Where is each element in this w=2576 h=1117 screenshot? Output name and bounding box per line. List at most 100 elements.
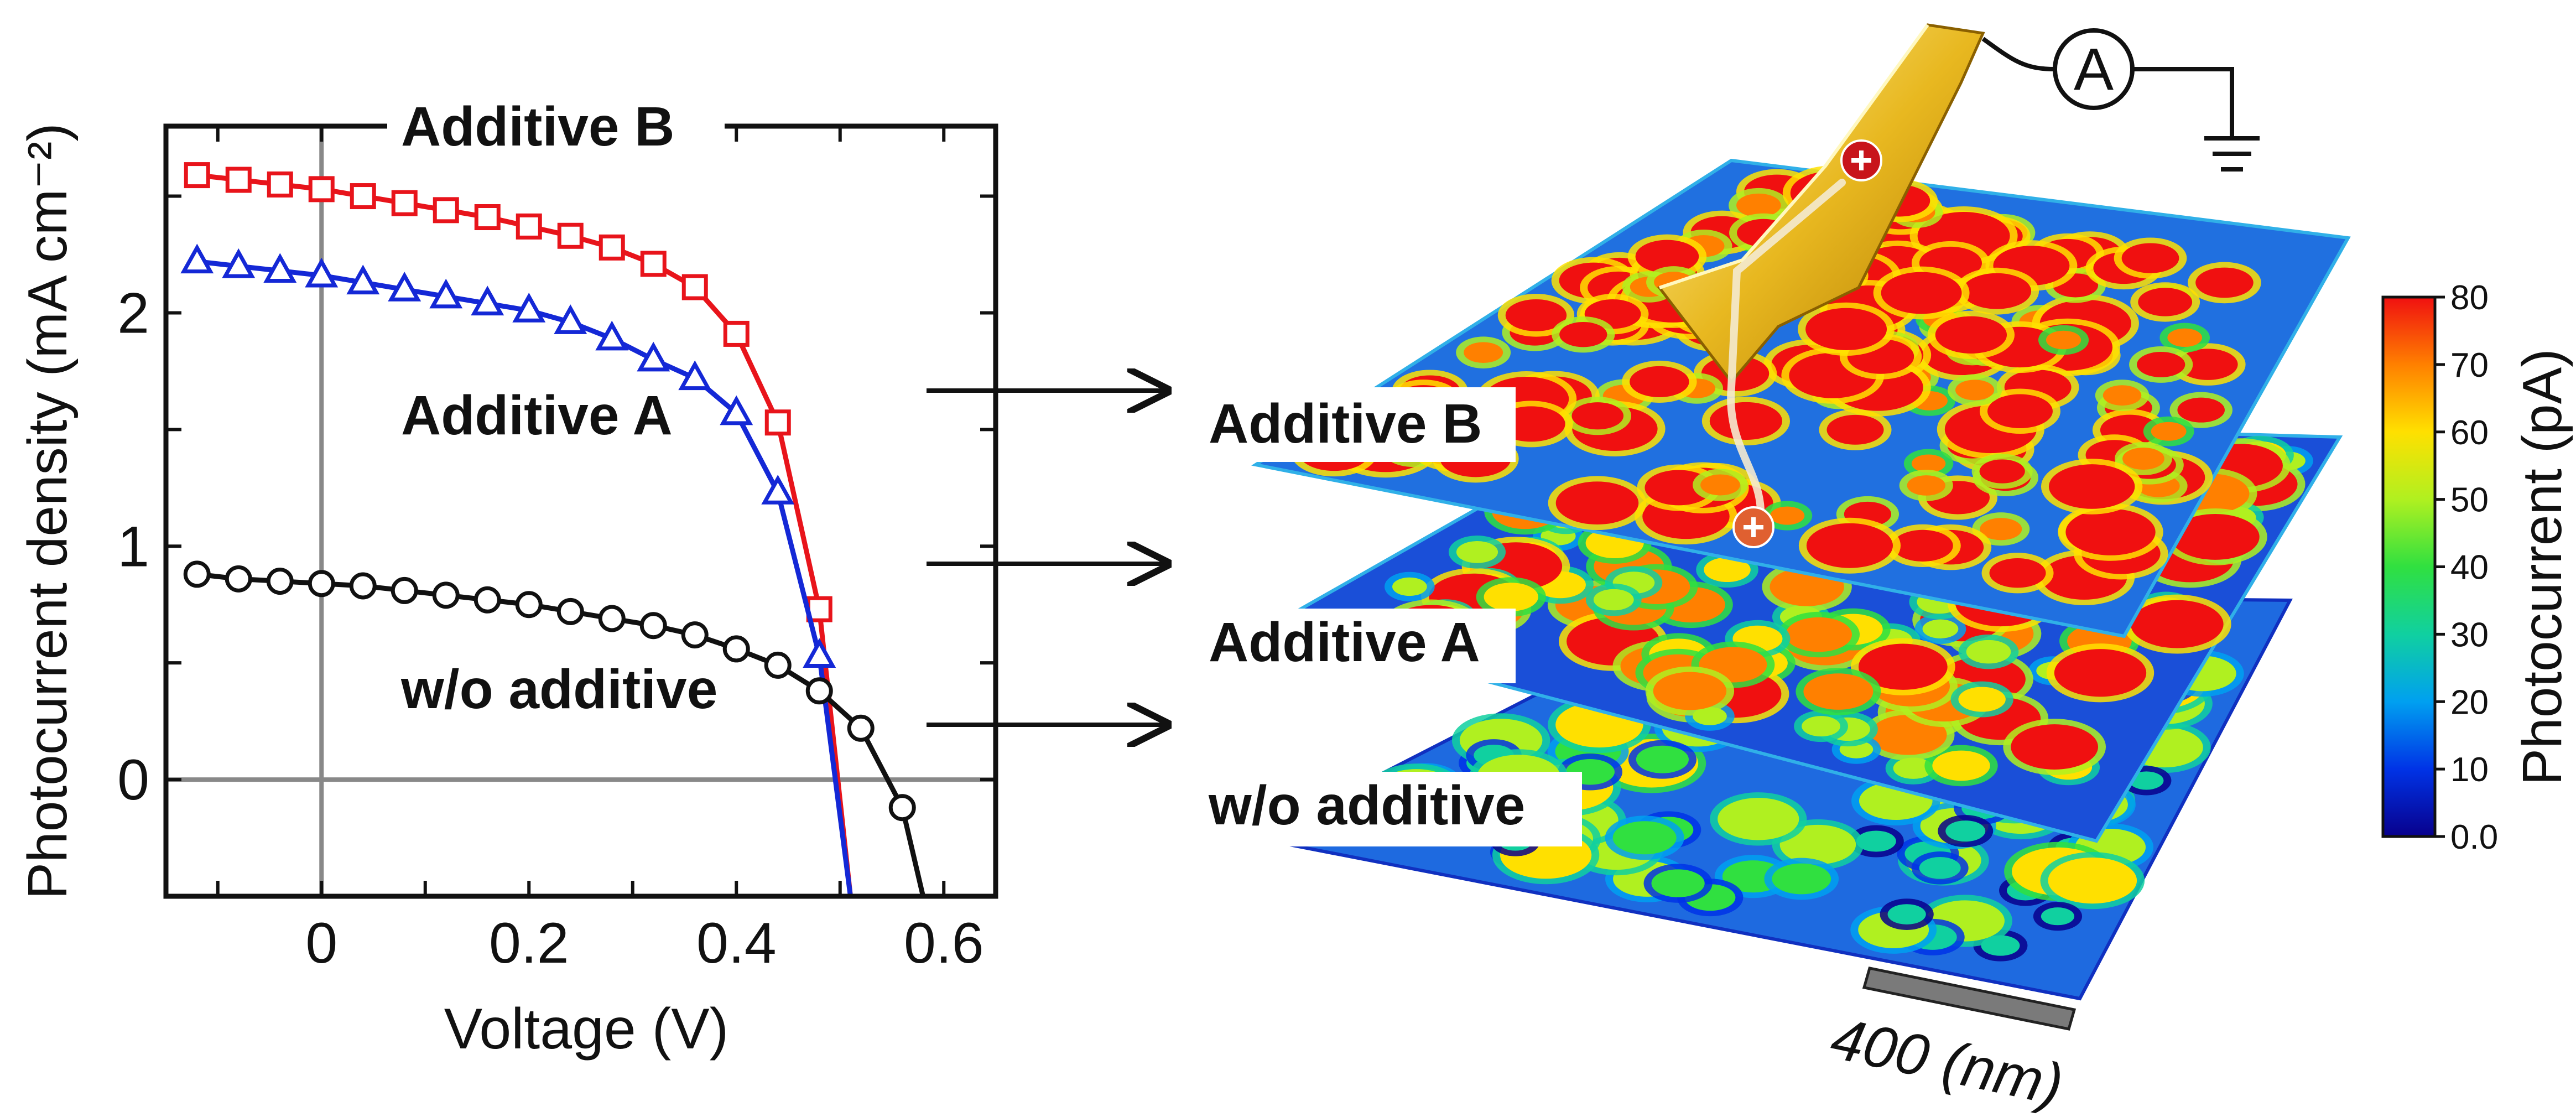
map-domain	[1911, 454, 1946, 473]
map-domain	[1505, 299, 1567, 331]
map-label-bg-additive-b	[1200, 387, 1516, 462]
data-point	[225, 565, 252, 593]
circuit-wire	[1981, 37, 2234, 138]
ammeter-label: A	[2074, 35, 2114, 102]
ammeter-icon	[2053, 28, 2135, 110]
map-domain	[2103, 385, 2142, 406]
data-point	[722, 635, 750, 663]
data-point	[349, 572, 377, 600]
map-domain	[1945, 820, 1986, 842]
map-domain	[1919, 857, 1961, 879]
map-domain	[2048, 464, 2135, 509]
data-point	[803, 638, 836, 668]
y-axis: 0 1 2	[117, 194, 996, 898]
map-domain	[1922, 619, 1959, 638]
data-point	[720, 395, 753, 425]
map-label-additive-b: Additive B	[1209, 393, 1482, 455]
data-point	[473, 586, 501, 614]
data-point	[350, 183, 376, 210]
data-point	[764, 651, 792, 679]
map-domain	[1709, 402, 1782, 440]
map-domain	[1892, 529, 1953, 562]
map-domain	[2178, 349, 2238, 380]
map-domain	[1980, 518, 2022, 541]
data-point	[723, 320, 750, 347]
data-point	[847, 714, 875, 742]
series-label-without-additive: w/o additive	[400, 658, 717, 720]
map-domain	[1966, 640, 2011, 664]
map-domain	[2151, 422, 2187, 441]
data-point	[267, 171, 293, 198]
map-domain	[1856, 830, 1896, 852]
map-label-additive-a: Additive A	[1209, 611, 1480, 673]
data-point	[180, 243, 214, 274]
map-domain	[2167, 328, 2203, 347]
data-point	[599, 234, 625, 261]
colorbar-tick-label: 20	[2450, 683, 2489, 721]
map-domain	[1955, 380, 1995, 401]
map-domain	[2130, 600, 2224, 648]
scale-bar	[1862, 967, 2077, 1031]
map-domain	[1803, 673, 1874, 710]
map-domain	[1907, 475, 1945, 496]
series-line	[196, 259, 822, 657]
map-domain	[1555, 481, 1639, 525]
map-label-bg-without-additive	[1200, 772, 1582, 846]
data-point	[640, 251, 667, 277]
data-point	[761, 475, 795, 505]
map-domain	[2137, 351, 2185, 377]
data-point	[346, 264, 380, 295]
map-domain	[1881, 272, 1962, 314]
map-domain	[1630, 366, 1689, 398]
map-domain	[1612, 821, 1677, 855]
circuit: A	[1981, 28, 2260, 172]
colorbar-tick-label: 50	[2450, 481, 2489, 519]
connector-arrows	[927, 391, 1167, 725]
map-domain	[1887, 904, 1926, 924]
series-label-additive-a: Additive A	[401, 385, 673, 446]
y-tick-label: 0	[117, 748, 149, 812]
map-domain	[1736, 193, 1781, 217]
map-domain	[1653, 672, 1727, 710]
map-domain	[1700, 474, 1740, 496]
photocurrent-maps: Additive B Additive A w/o additive 400 (…	[1200, 158, 2351, 1117]
colorbar-gradient	[2381, 295, 2437, 838]
map-domain	[2129, 771, 2164, 790]
data-point	[474, 204, 501, 231]
jv-chart: 0 0.2 0.4 0.6 0 1 2 Voltage (V) Photocurrent …	[17, 93, 998, 1061]
data-point	[805, 677, 833, 705]
map-domain	[1979, 459, 2025, 484]
map-domain	[2195, 267, 2254, 298]
colorbar-label: Photocurrent (pA)	[2511, 349, 2573, 785]
data-point	[433, 197, 459, 224]
hole-charge-top	[1840, 139, 1882, 181]
data-point	[557, 222, 584, 249]
x-tick-label: 0.4	[696, 911, 777, 975]
map-domain	[2011, 724, 2099, 770]
map-domain	[1456, 541, 1498, 563]
reference-lines	[166, 126, 996, 896]
colorbar-tick-label: 80	[2450, 279, 2489, 317]
map-domain	[2121, 243, 2179, 273]
map-domain	[1635, 240, 1699, 273]
y-axis-label: Photocurrent density (mA cm⁻²)	[17, 123, 79, 899]
data-point	[512, 293, 546, 323]
data-point	[639, 612, 667, 640]
map-domain	[1464, 342, 1503, 363]
data-point	[598, 605, 626, 632]
data-point	[308, 176, 335, 202]
data-point	[595, 320, 629, 351]
series-line-tail	[899, 807, 926, 897]
map-domain	[1935, 316, 2007, 354]
map-domain	[1636, 745, 1689, 773]
series-line	[196, 173, 822, 610]
map-domain	[1989, 558, 2046, 588]
map-domain	[1987, 394, 2053, 429]
map-domain	[1571, 402, 1624, 430]
data-point	[556, 598, 584, 625]
hole-charge-bottom	[1732, 506, 1774, 548]
data-point	[263, 253, 297, 283]
y-tick-label: 2	[117, 281, 149, 345]
colorbar-tick-label: 60	[2450, 414, 2489, 452]
map-domain	[2171, 514, 2260, 560]
